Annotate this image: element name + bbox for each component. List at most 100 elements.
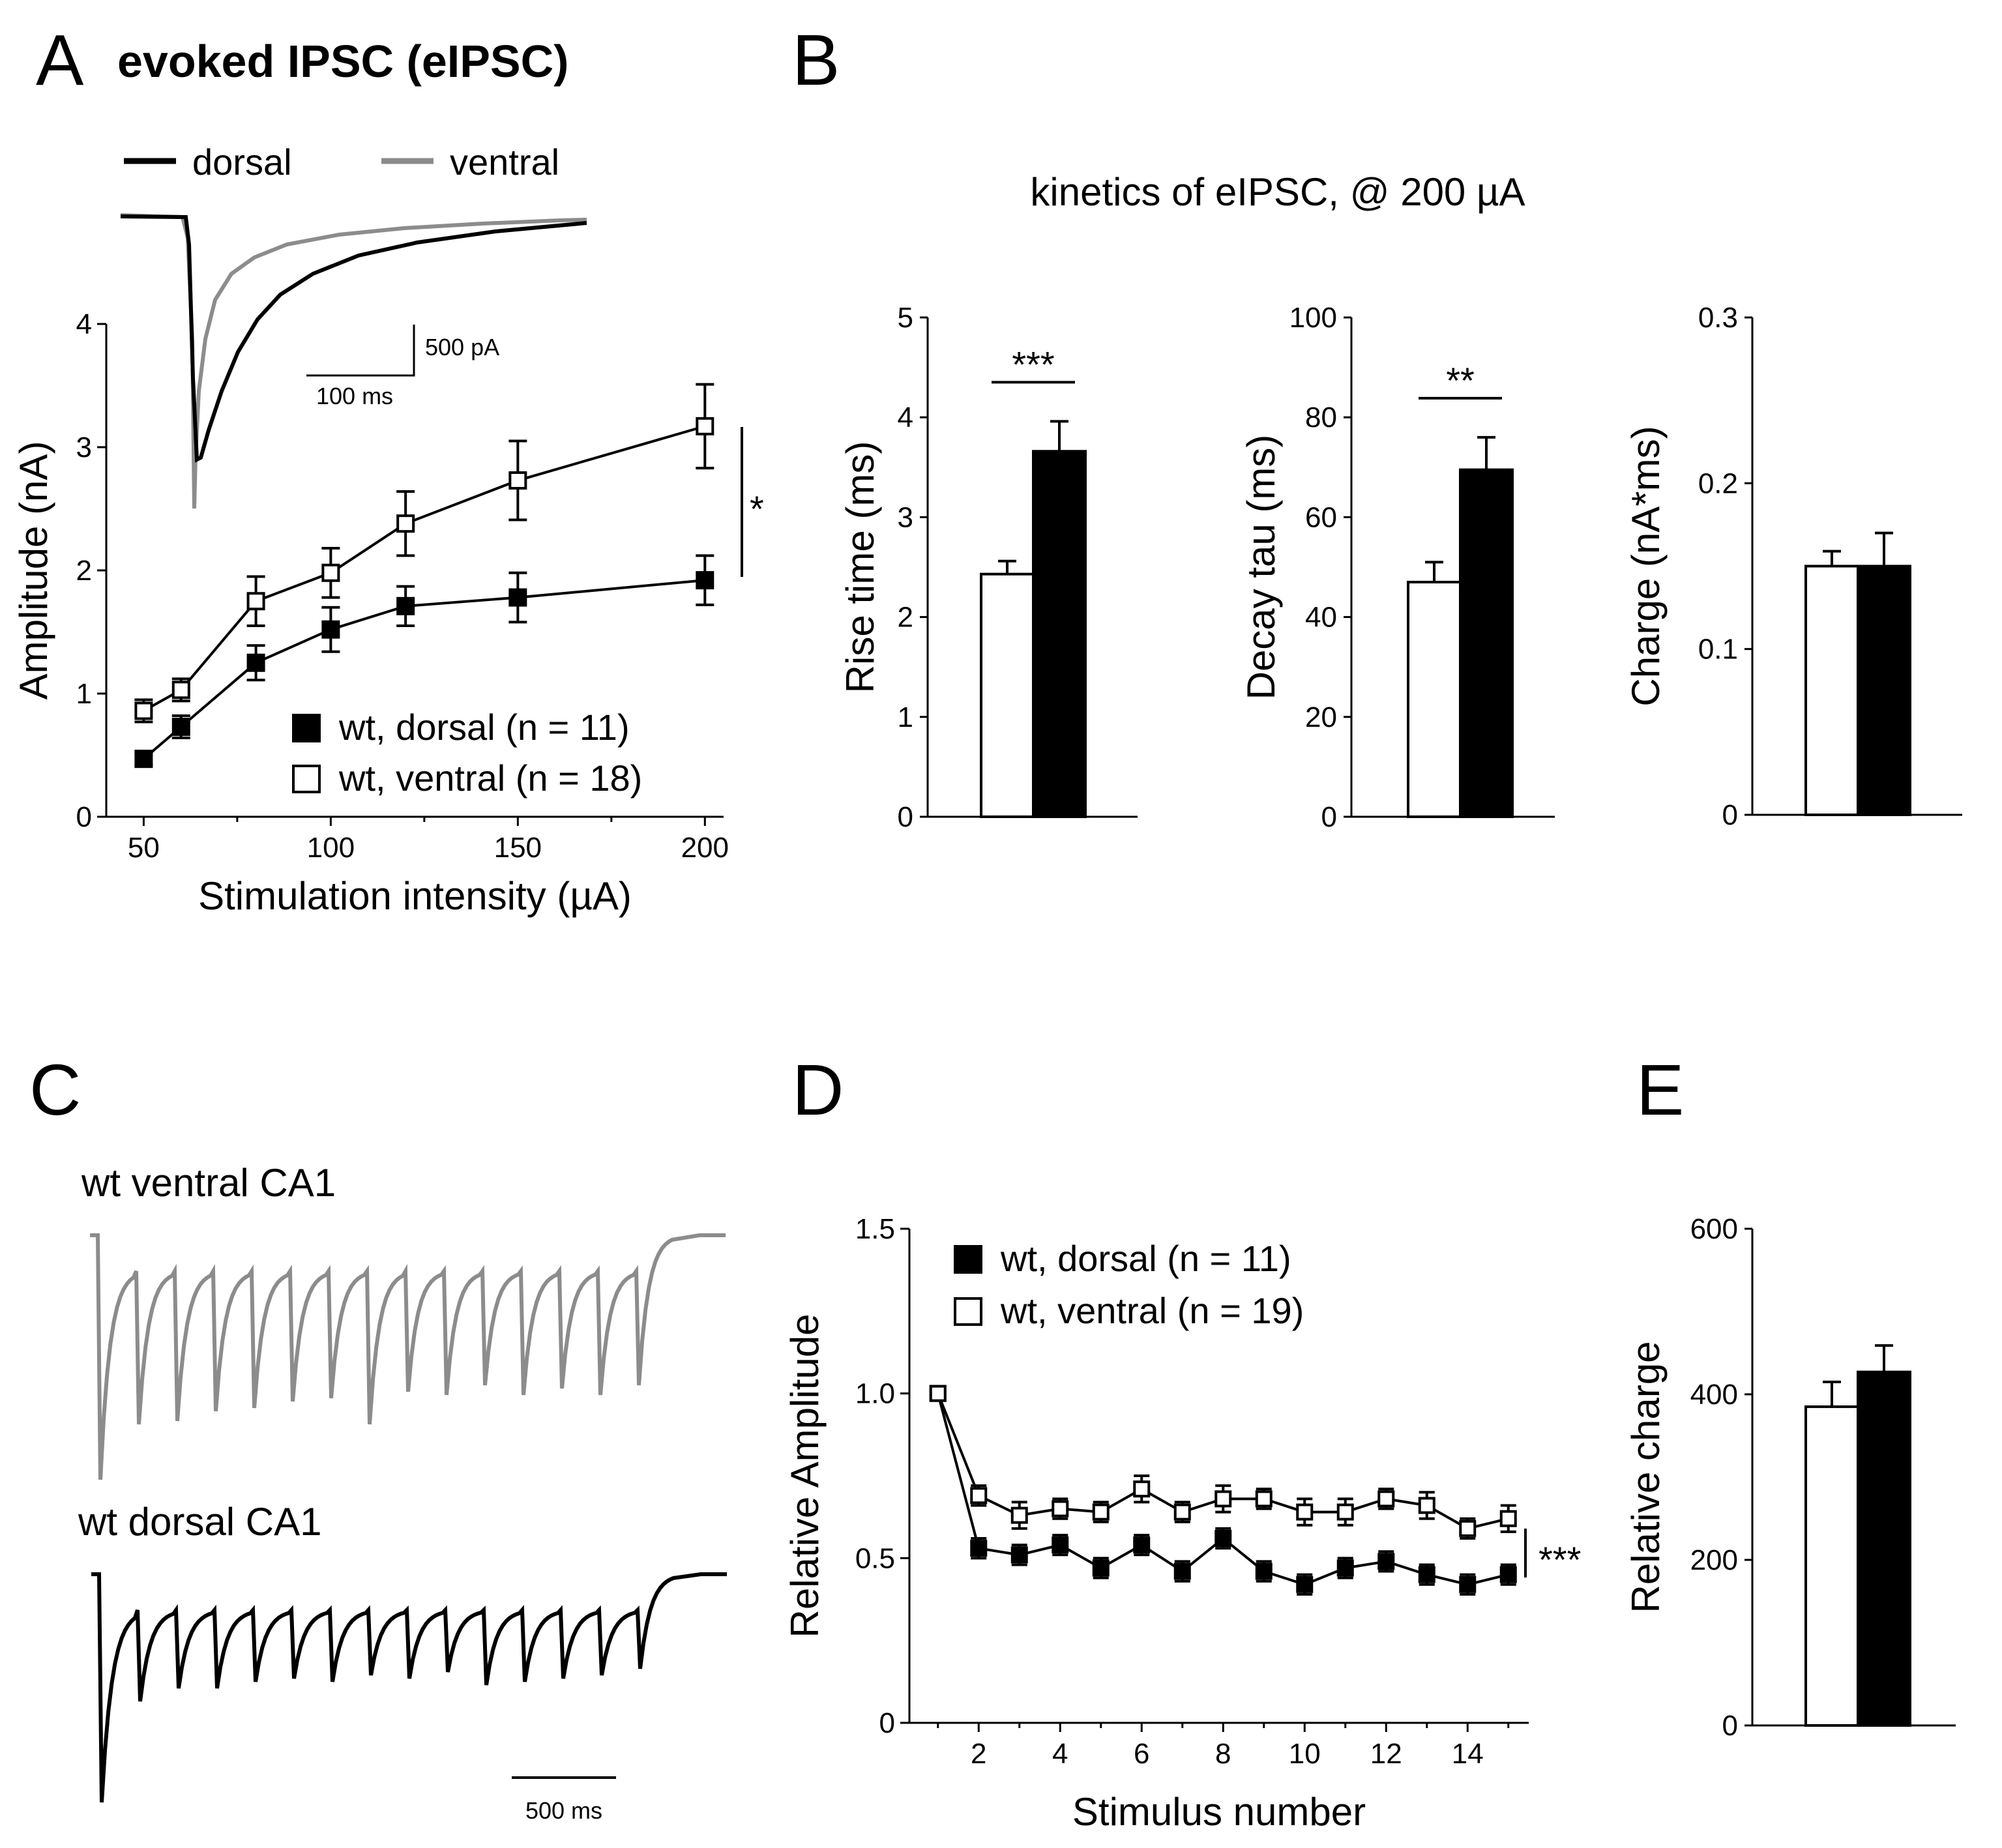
x-tick-label: 100 <box>307 832 355 864</box>
data-point <box>1214 1530 1232 1547</box>
data-point <box>1459 1519 1477 1537</box>
data-point <box>1092 1559 1110 1577</box>
legend-label: wt, ventral (n = 19) <box>1000 1290 1304 1331</box>
legend-label: wt, ventral (n = 18) <box>338 757 642 799</box>
scale-bar-c-time-label: 500 ms <box>525 1797 602 1824</box>
x-tick-label: 14 <box>1452 1738 1484 1770</box>
data-point <box>1418 1566 1435 1583</box>
panel-letter-a: A <box>36 20 84 100</box>
legend-marker <box>954 1297 982 1326</box>
x-tick-label: 10 <box>1289 1738 1321 1770</box>
y-tick-label: 0 <box>1722 799 1738 831</box>
y-tick-label: 0 <box>1722 1710 1738 1742</box>
y-tick-label: 3 <box>76 432 92 463</box>
scale-bar-a-amplitude-label: 500 pA <box>425 334 499 360</box>
data-point <box>1336 1503 1354 1521</box>
panel-letter-e: E <box>1636 1050 1684 1130</box>
data-point <box>1499 1566 1517 1583</box>
y-tick-label: 200 <box>1690 1544 1738 1576</box>
legend-label: wt, dorsal (n = 11) <box>338 707 630 748</box>
data-point <box>321 620 340 639</box>
data-point <box>134 750 153 769</box>
y-tick-label: 0.5 <box>855 1542 895 1574</box>
y-tick-label: 2 <box>898 602 913 634</box>
y-tick-label: 1.5 <box>855 1213 895 1245</box>
data-point <box>1255 1490 1273 1508</box>
y-tick-label: 600 <box>1690 1213 1738 1245</box>
eipsc-dorsal-trace <box>120 214 587 463</box>
y-axis-title: Decay tau (ms) <box>1239 435 1283 700</box>
data-point <box>1377 1490 1395 1508</box>
significance-label: *** <box>1012 344 1054 385</box>
y-tick-label: 400 <box>1690 1379 1738 1411</box>
chart-b-decay-tau: 0 20 40 60 80 100 Decay tau (ms) ** <box>1239 302 1555 833</box>
data-point <box>396 596 415 615</box>
data-point <box>508 588 527 607</box>
scale-bar-a-time-label: 100 ms <box>316 383 393 409</box>
x-tick-label: 2 <box>971 1738 986 1770</box>
panel-b-title: kinetics of eIPSC, @ 200 µA <box>1030 170 1525 214</box>
y-tick-label: 2 <box>76 555 92 587</box>
train-dorsal-trace <box>91 1572 727 1803</box>
data-point <box>1092 1503 1110 1521</box>
legend-label: wt, dorsal (n = 11) <box>1000 1238 1291 1279</box>
bar <box>1804 1405 1859 1727</box>
data-point <box>1173 1503 1191 1521</box>
bar <box>980 572 1035 818</box>
y-tick-label: 0.3 <box>1698 302 1738 334</box>
data-point <box>696 417 714 435</box>
y-tick-label: 60 <box>1305 501 1337 533</box>
scale-bar-a <box>306 325 415 377</box>
trace-label-dorsal: wt dorsal CA1 <box>78 1500 321 1544</box>
x-axis-title: Stimulus number <box>1072 1790 1366 1834</box>
data-point <box>1052 1536 1069 1554</box>
data-point <box>970 1540 988 1557</box>
y-tick-label: 0.1 <box>1698 634 1738 666</box>
x-tick-label: 50 <box>128 832 160 864</box>
data-point <box>508 471 527 490</box>
x-tick-label: 150 <box>494 832 542 864</box>
y-tick-label: 20 <box>1305 701 1337 733</box>
data-point <box>134 701 153 720</box>
bar <box>1459 468 1514 818</box>
y-axis-title: Relative charge <box>1624 1342 1668 1613</box>
y-tick-label: 3 <box>898 501 913 533</box>
data-point <box>970 1487 988 1504</box>
significance-label: ** <box>1446 360 1475 401</box>
data-point <box>1255 1562 1273 1580</box>
data-point <box>1296 1576 1314 1593</box>
y-axis-title: Rise time (ms) <box>838 441 882 694</box>
legend-marker <box>954 1245 982 1274</box>
y-axis-title: Amplitude (nA) <box>12 441 55 700</box>
bar <box>1857 565 1911 816</box>
x-axis-title: Stimulation intensity (µA) <box>198 874 632 918</box>
data-point <box>1499 1510 1517 1527</box>
data-point <box>1052 1500 1069 1518</box>
bar <box>1804 565 1859 816</box>
y-tick-label: 1 <box>898 701 913 733</box>
y-tick-label: 0.2 <box>1698 467 1738 499</box>
x-tick-label: 8 <box>1215 1738 1231 1770</box>
chart-b-rise-time: 0 1 2 3 4 5 Rise time (ms) *** <box>838 302 1138 833</box>
data-point <box>1010 1506 1028 1524</box>
data-point <box>1459 1576 1477 1593</box>
data-point <box>1336 1559 1354 1577</box>
y-tick-label: 0 <box>898 801 913 833</box>
y-tick-label: 5 <box>898 302 913 334</box>
legend-marker <box>292 714 321 742</box>
data-point <box>1010 1546 1028 1564</box>
y-axis-title: Charge (nA*ms) <box>1624 426 1668 706</box>
panel-a-title: evoked IPSC (eIPSC) <box>117 36 568 87</box>
data-point <box>171 718 190 737</box>
data-point <box>1214 1490 1232 1508</box>
data-point <box>1133 1480 1151 1498</box>
chart-a-stim-intensity: 0 1 2 3 4 50 100 150 200 Stimulation intensity (µ… <box>12 308 729 918</box>
bar <box>1407 580 1462 818</box>
chart-d-relative-amplitude: 0 0.5 1.0 1.5 2 4 6 8 10 12 14 Stimulus number Relat… <box>783 1213 1529 1834</box>
y-tick-label: 100 <box>1289 302 1337 334</box>
y-tick-label: 0 <box>76 801 92 833</box>
y-tick-label: 0 <box>1321 801 1337 833</box>
data-point <box>1418 1497 1435 1514</box>
data-point <box>1173 1562 1191 1580</box>
